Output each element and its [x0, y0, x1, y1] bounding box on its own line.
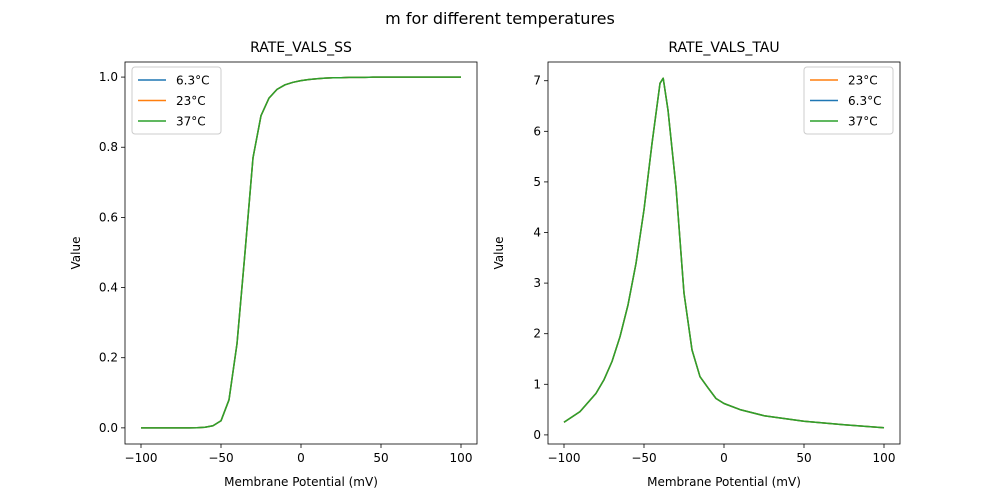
figure-title: m for different temperatures: [385, 9, 615, 28]
subplot-title: RATE_VALS_SS: [250, 40, 352, 56]
y-tick-label: 5: [533, 175, 541, 189]
x-tick-label: 50: [796, 451, 811, 465]
y-tick-label: 0.8: [99, 140, 118, 154]
y-tick-label: 3: [533, 276, 541, 290]
legend-box: [131, 66, 222, 135]
subplot-1: RATE_VALS_SS Membrane Potential (mV) Value…: [69, 40, 478, 489]
x-tick-label: 0: [297, 451, 305, 465]
x-tick-label: −100: [548, 451, 581, 465]
legend-box: [803, 66, 894, 135]
y-tick-label: 7: [533, 74, 541, 88]
y-tick-label: 0: [533, 428, 541, 442]
y-axis-label: Value: [492, 237, 506, 270]
legend-label: 23°C: [176, 94, 206, 108]
y-tick-label: 1.0: [99, 70, 118, 84]
series-line-37C: [141, 76, 461, 429]
subplot-2: RATE_VALS_TAU Membrane Potential (mV) Valu…: [492, 40, 901, 489]
subplot-title: RATE_VALS_TAU: [668, 40, 779, 56]
y-tick-label: 0.0: [99, 421, 118, 435]
x-tick-label: −100: [125, 451, 158, 465]
axes-frame: [124, 61, 478, 445]
y-tick-label: 0.2: [99, 351, 118, 365]
y-tick-label: 0.6: [99, 210, 118, 224]
x-tick-label: −50: [631, 451, 656, 465]
y-tick-label: 4: [533, 226, 541, 240]
legend: 23°C 6.3°C 37°C: [803, 66, 894, 135]
y-axis-label: Value: [69, 237, 83, 270]
y-tick-label: 1: [533, 377, 541, 391]
x-tick-label: 100: [873, 451, 896, 465]
legend-label: 6.3°C: [848, 94, 881, 108]
x-axis-label: Membrane Potential (mV): [224, 475, 378, 489]
legend-label: 6.3°C: [176, 74, 209, 88]
legend-label: 37°C: [848, 115, 878, 129]
y-tick-label: 0.4: [99, 281, 118, 295]
y-tick-label: 2: [533, 327, 541, 341]
series-line-37C: [563, 77, 885, 429]
legend-label: 23°C: [848, 74, 878, 88]
axes-frame: [547, 61, 901, 445]
legend-label: 37°C: [176, 115, 206, 129]
legend: 6.3°C 23°C 37°C: [131, 66, 222, 135]
x-tick-label: 0: [720, 451, 728, 465]
y-tick-label: 6: [533, 124, 541, 138]
x-tick-label: −50: [208, 451, 233, 465]
x-axis-label: Membrane Potential (mV): [647, 475, 801, 489]
x-tick-label: 50: [373, 451, 388, 465]
x-tick-label: 100: [450, 451, 473, 465]
